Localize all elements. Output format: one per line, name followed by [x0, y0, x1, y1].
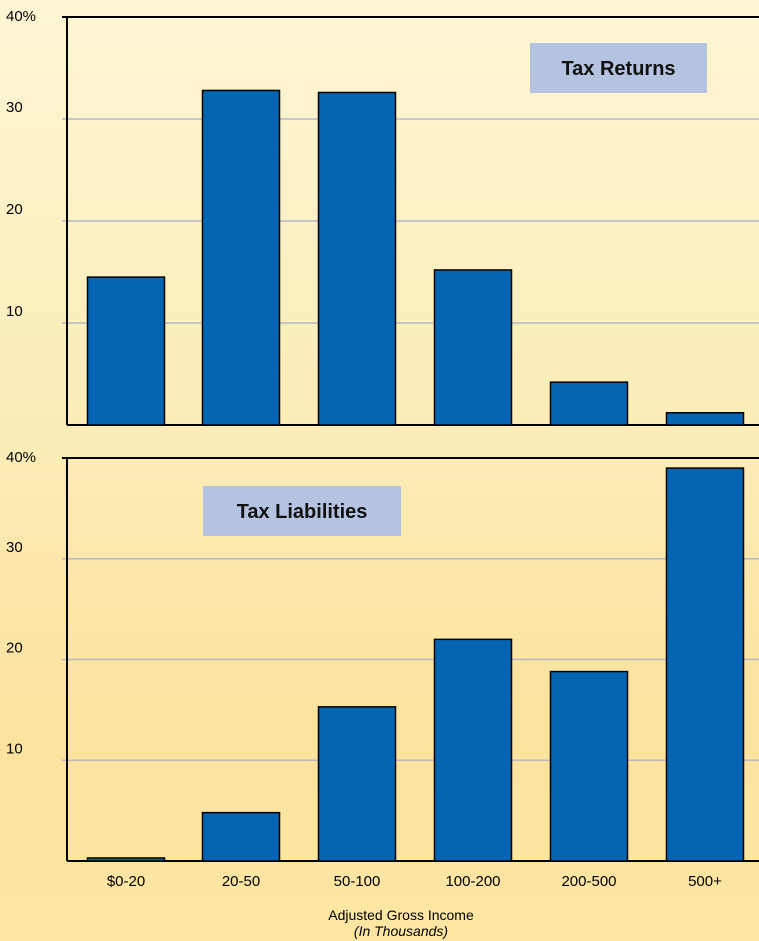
bar-tax-returns-3: [317, 91, 397, 426]
y-tick-label: 30: [6, 99, 23, 116]
x-tick-label: 100-200: [445, 873, 500, 890]
x-axis-sublabel: (In Thousands): [354, 923, 448, 939]
y-tick-label: 10: [6, 303, 23, 320]
bar-tax-liabilities-5: [549, 670, 629, 862]
x-tick-label: 20-50: [222, 873, 260, 890]
chart-title-box: [203, 486, 401, 536]
y-tick-label: 20: [6, 640, 23, 657]
tax-liabilities-panel: 10 20 30 40% Tax Liabilities $0-20 20-50 50-100…: [6, 449, 759, 890]
bar-tax-liabilities-6: [665, 467, 745, 862]
chart-title: Tax Liabilities: [237, 501, 368, 523]
x-tick-label: 500+: [688, 873, 722, 890]
bar-tax-returns-4: [433, 269, 513, 426]
y-tick-label: 40%: [6, 8, 36, 25]
y-tick-label: 40%: [6, 449, 36, 466]
bar-tax-liabilities-2: [201, 811, 281, 862]
x-axis-label: Adjusted Gross Income: [328, 907, 474, 923]
y-tick-label: 20: [6, 201, 23, 218]
chart-title-box: [530, 43, 707, 93]
bar-tax-liabilities-4: [433, 638, 513, 862]
x-tick-label: 50-100: [334, 873, 381, 890]
tax-returns-panel: 10 20 30 40% Tax Returns: [6, 8, 759, 426]
bar-tax-liabilities-3: [317, 706, 397, 862]
y-tick-label: 30: [6, 539, 23, 556]
bar-tax-returns-5: [549, 381, 629, 426]
bar-tax-returns-6: [665, 412, 745, 426]
bar-tax-returns-1: [86, 276, 166, 426]
x-tick-label: $0-20: [107, 873, 145, 890]
bar-tax-liabilities-1: [86, 857, 166, 862]
y-tick-label: 10: [6, 740, 23, 757]
chart-title: Tax Returns: [561, 58, 675, 80]
bar-tax-returns-2: [201, 89, 281, 426]
x-tick-label: 200-500: [561, 873, 616, 890]
